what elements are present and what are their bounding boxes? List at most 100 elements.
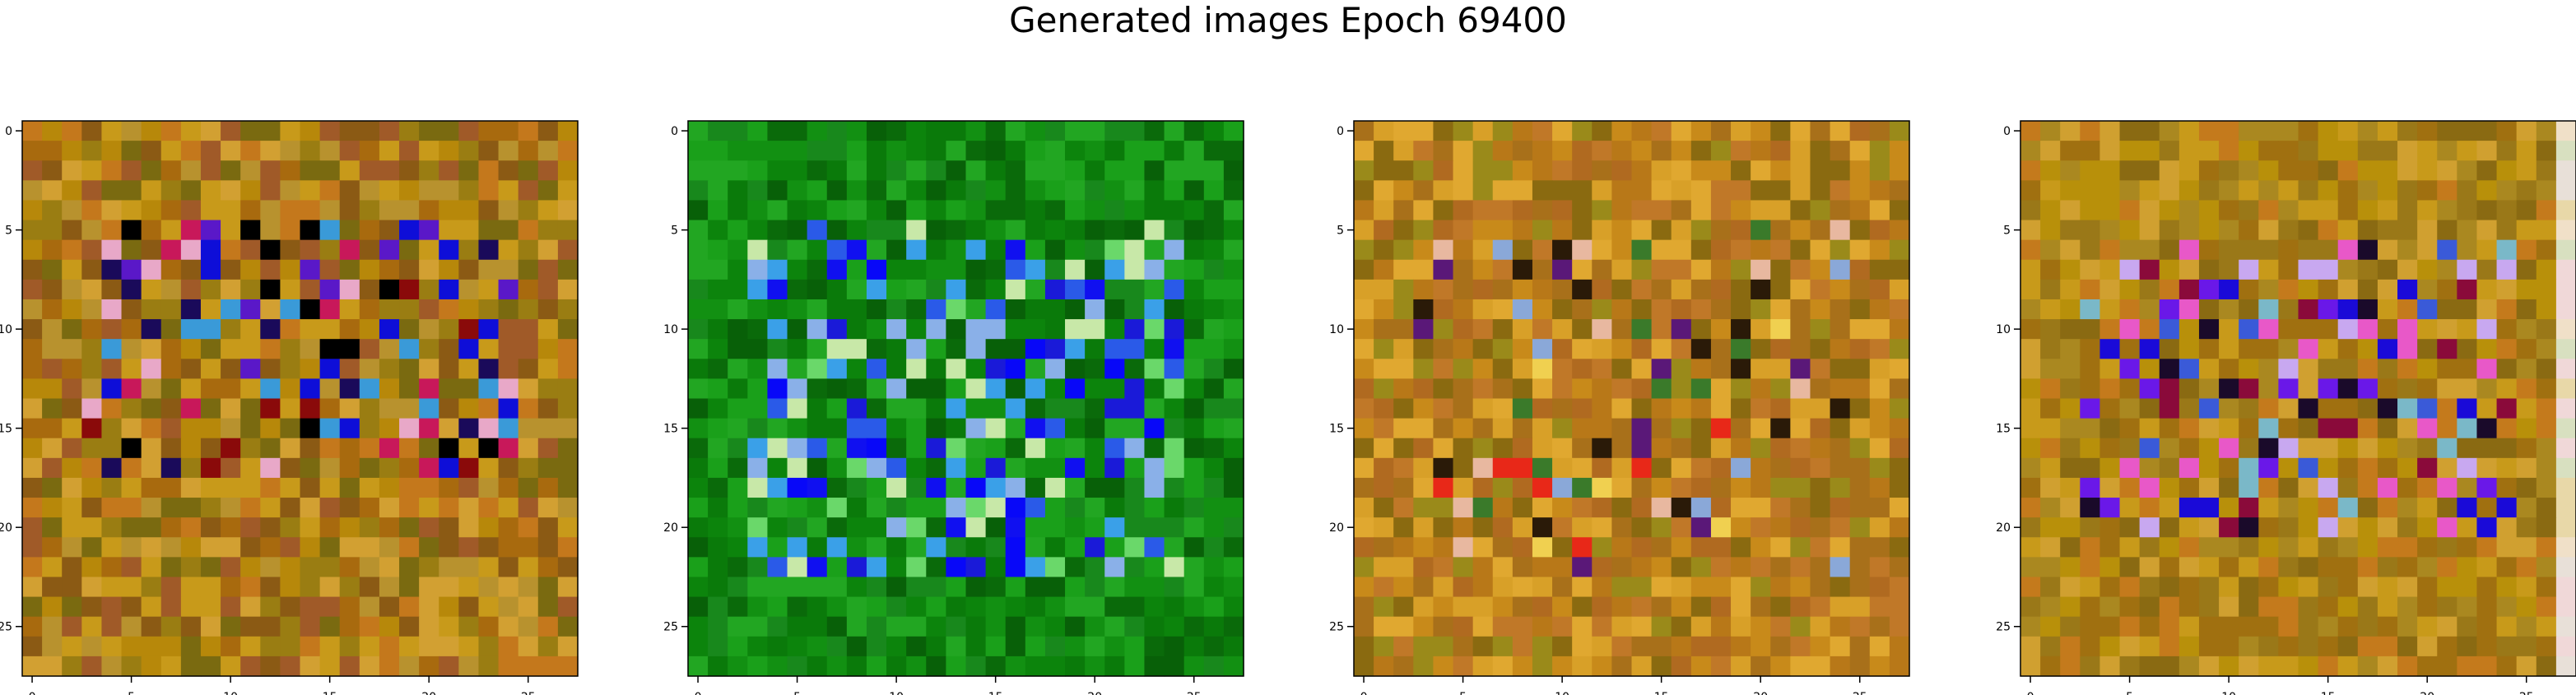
image-pixel <box>2239 121 2259 141</box>
image-pixel <box>1393 121 1414 141</box>
image-pixel <box>2258 498 2279 518</box>
image-pixel <box>2516 378 2537 400</box>
image-pixel <box>1413 498 1434 518</box>
image-pixel <box>42 557 63 578</box>
image-pixel <box>946 378 967 400</box>
image-pixel <box>339 160 360 181</box>
image-pixel <box>1393 378 1414 400</box>
image-pixel <box>747 636 769 657</box>
image-pixel <box>1690 339 1712 359</box>
image-pixel <box>42 299 63 320</box>
image-pixel <box>260 517 281 538</box>
image-pixel <box>2536 299 2557 320</box>
image-pixel <box>708 616 728 637</box>
image-pixel <box>2555 438 2576 459</box>
image-pixel <box>2357 141 2378 161</box>
image-pixel <box>1393 498 1414 518</box>
image-pixel <box>2219 457 2239 479</box>
image-pixel <box>1124 418 1146 439</box>
image-pixel <box>2278 656 2299 677</box>
image-pixel <box>280 239 301 261</box>
image-pixel <box>2417 537 2438 558</box>
image-pixel <box>2476 557 2498 578</box>
image-pixel <box>1453 498 1474 518</box>
image-pixel <box>419 160 439 181</box>
y-tick-label: 20 <box>1329 521 1344 535</box>
image-pixel <box>1611 378 1633 400</box>
image-pixel <box>2239 537 2259 558</box>
image-pixel <box>1025 517 1046 538</box>
image-pixel <box>1592 577 1612 598</box>
image-pixel <box>1044 498 1066 518</box>
image-pixel <box>886 121 907 141</box>
image-pixel <box>1651 557 1672 578</box>
image-pixel <box>2457 537 2478 558</box>
image-pixel <box>1810 279 1831 300</box>
image-pixel <box>180 259 202 280</box>
image-pixel <box>2278 636 2299 657</box>
image-pixel <box>1065 200 1086 221</box>
image-pixel <box>478 299 500 320</box>
image-pixel <box>1005 279 1026 300</box>
image-pixel <box>2239 141 2259 161</box>
image-pixel <box>419 636 439 657</box>
image-pixel <box>1889 577 1910 598</box>
image-pixel <box>1651 259 1672 280</box>
image-pixel <box>886 299 907 320</box>
image-pixel <box>419 279 439 300</box>
image-pixel <box>946 596 967 618</box>
image-pixel <box>160 596 182 618</box>
image-pixel <box>1552 220 1573 241</box>
image-pixel <box>518 557 539 578</box>
image-pixel <box>22 537 43 558</box>
image-pixel <box>1631 121 1653 141</box>
image-pixel <box>221 339 241 359</box>
image-pixel <box>1492 557 1514 578</box>
image-pixel <box>2119 498 2141 518</box>
image-pixel <box>439 359 459 379</box>
image-pixel <box>240 141 261 161</box>
image-pixel <box>826 577 848 598</box>
image-pixel <box>2119 279 2141 300</box>
image-pixel <box>1512 378 1533 400</box>
image-pixel <box>2476 438 2498 459</box>
image-pixel <box>1631 616 1653 637</box>
image-pixel <box>180 517 202 538</box>
image-pixel <box>688 498 709 518</box>
image-pixel <box>339 457 360 479</box>
image-pixel <box>2397 259 2418 280</box>
image-pixel <box>985 557 1007 578</box>
image-pixel <box>1065 339 1086 359</box>
image-pixel <box>926 339 946 359</box>
image-pixel <box>2258 279 2279 300</box>
image-pixel <box>300 438 321 459</box>
image-pixel <box>42 577 63 598</box>
image-pixel <box>1124 438 1146 459</box>
image-pixel <box>280 418 301 439</box>
image-pixel <box>826 457 848 479</box>
image-pixel <box>1790 656 1811 677</box>
image-pixel <box>2536 596 2557 618</box>
image-pixel <box>101 596 123 618</box>
image-pixel <box>2337 577 2359 598</box>
image-pixel <box>965 596 987 618</box>
image-pixel <box>1374 259 1394 280</box>
image-pixel <box>478 438 500 459</box>
image-pixel <box>22 498 43 518</box>
image-pixel <box>1690 457 1712 479</box>
image-pixel <box>1651 180 1672 202</box>
image-pixel <box>1889 438 1910 459</box>
image-pixel <box>200 319 221 340</box>
image-pixel <box>1354 557 1374 578</box>
image-pixel <box>319 259 341 280</box>
image-pixel <box>240 378 261 400</box>
image-pixel <box>1751 299 1771 320</box>
image-pixel <box>1532 557 1553 578</box>
image-pixel <box>1671 319 1692 340</box>
image-pixel <box>2239 477 2259 498</box>
image-pixel <box>866 656 887 677</box>
x-tick-label: 0 <box>29 691 36 695</box>
image-pixel <box>787 577 808 598</box>
image-pixel <box>1005 220 1026 241</box>
image-pixel <box>688 636 709 657</box>
